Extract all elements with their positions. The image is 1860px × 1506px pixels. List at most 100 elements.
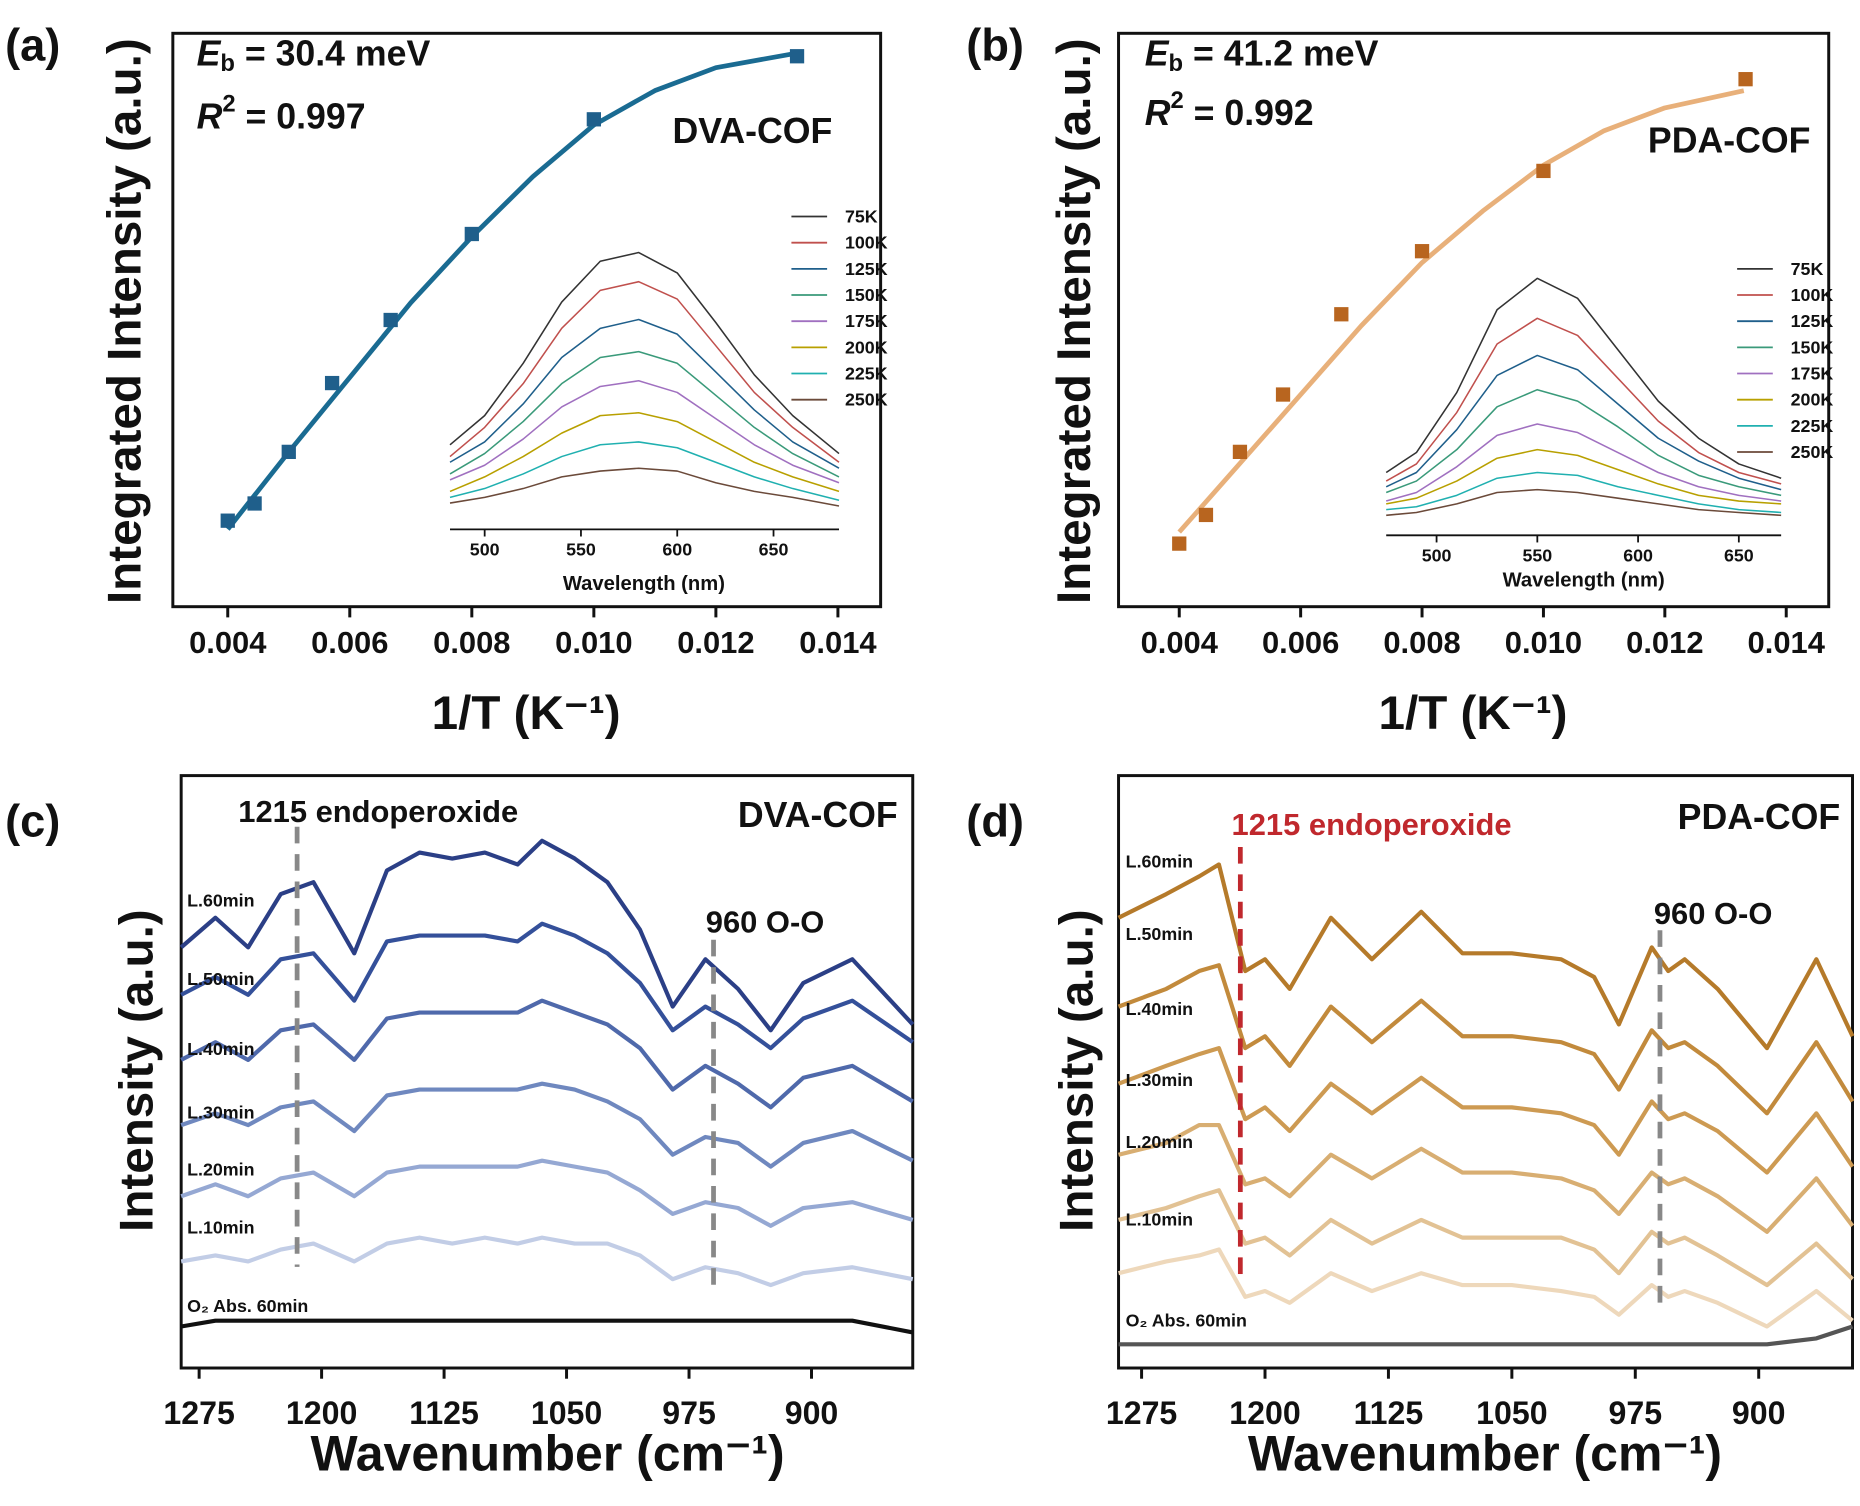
legend-label: 75K [1791,259,1824,279]
plot-frame [179,774,915,1370]
x-tick-label: 500 [470,540,500,560]
series-line [449,380,840,484]
x-tick-label: 0.006 [1262,625,1339,660]
x-tick-label: 0.004 [189,625,267,660]
annotation-symbol: R [197,97,223,137]
series-line [1386,448,1782,505]
fit-annotation: R2 = 0.997 [197,90,366,137]
x-tick-label: 0.010 [1505,625,1582,660]
legend-label: 125K [845,259,888,279]
x-tick-label: 600 [662,540,692,560]
x-tick-label: 600 [1623,546,1653,566]
series-label: L.20min [1126,1132,1193,1152]
series-line [1117,1046,1855,1175]
x-axis-title: Wavenumber (cm⁻¹) [310,1426,784,1482]
data-point [1232,444,1248,460]
series-label: L.10min [1126,1209,1193,1229]
legend-label: 100K [845,233,888,253]
plot-frame [1117,774,1855,1370]
y-axis-title: Intensity (a.u.) [111,909,164,1232]
x-tick-label: 0.014 [1748,625,1826,660]
data-point [1198,507,1214,523]
x-tick-label: 0.004 [1141,625,1219,660]
panel-label: (d) [966,795,1024,846]
x-tick-label: 975 [662,1395,716,1431]
fit-annotation: Eb = 30.4 meV [197,34,431,77]
fit-annotation: Eb = 41.2 meV [1145,34,1379,77]
series-line [1118,1188,1854,1288]
series-line [1385,317,1782,485]
legend-label: 100K [1791,285,1834,305]
x-tick-label: 0.012 [677,625,754,660]
x-tick-label: 550 [566,540,596,560]
legend-label: 175K [1791,364,1834,384]
series-line [449,350,840,478]
x-tick-label: 650 [1724,546,1754,566]
annotation-symbol: E [197,34,222,74]
legend-label: 150K [845,285,888,305]
series-label: L.50min [187,969,254,989]
series-label: L.40min [187,1039,254,1059]
annotation-text: = 0.997 [236,97,366,137]
series-label: O₂ Abs. 60min [187,1296,308,1316]
panel-label: (b) [966,20,1024,71]
annotation-symbol: R [1145,93,1171,133]
sample-label: PDA-COF [1678,797,1841,837]
x-tick-label: 1125 [409,1395,479,1431]
series-label: O₂ Abs. 60min [1126,1310,1247,1330]
sample-label: PDA-COF [1648,120,1811,160]
x-axis-title: Wavelength (nm) [563,573,725,595]
y-axis-title: Intensity (a.u.) [1050,909,1103,1232]
legend-label: 200K [1791,390,1834,410]
legend-label: 225K [845,364,888,384]
sample-label: DVA-COF [672,111,832,151]
plot-frame [1117,31,1831,609]
x-axis-title: 1/T (K⁻¹) [1379,687,1568,740]
legend-label: 250K [845,390,888,410]
x-tick-label: 1200 [286,1395,357,1431]
series-label: L.50min [1126,924,1193,944]
series-line [449,467,840,507]
series-line [449,412,840,493]
data-point [383,312,398,328]
legend-label: 150K [1791,337,1834,357]
data-point [1334,307,1349,322]
x-tick-label: 1050 [1476,1395,1547,1431]
legend-label: 250K [1791,442,1834,462]
legend-label: 225K [1791,416,1834,436]
x-tick-label: 0.006 [311,625,388,660]
x-tick-label: 0.012 [1626,625,1703,660]
data-point [1738,72,1753,87]
series-label: L.60min [187,891,254,911]
annotation-subscript: b [1169,50,1184,77]
plot-frame [171,31,883,609]
series-label: L.30min [1126,1070,1193,1090]
series-line [1117,963,1855,1116]
series-line [449,251,840,455]
sample-label: DVA-COF [738,795,898,835]
reference-label: 960 O-O [706,904,825,939]
fit-curve [225,51,796,531]
x-axis-title: Wavelength (nm) [1503,570,1665,592]
data-point [281,444,296,460]
annotation-text: = 41.2 meV [1183,34,1379,74]
annotation-subscript: b [220,50,235,77]
series-line [449,280,840,463]
x-tick-label: 1275 [1106,1395,1177,1431]
y-axis-title: Integrated Intensity (a.u.) [99,38,152,604]
fit-curve [1177,88,1745,534]
x-axis-title: Wavenumber (cm⁻¹) [1248,1426,1722,1482]
legend-label: 75K [845,207,878,227]
series-line [1118,1247,1854,1329]
fit-annotation: R2 = 0.992 [1145,86,1314,133]
x-tick-label: 900 [785,1395,839,1431]
y-axis-title: Integrated Intensity (a.u.) [1048,38,1101,604]
series-line [1386,488,1782,517]
series-label: L.40min [1126,999,1193,1019]
x-tick-label: 0.014 [799,625,877,660]
series-label: L.10min [187,1218,254,1238]
data-point [1414,244,1430,259]
x-tick-label: 1200 [1229,1395,1300,1431]
x-tick-label: 550 [1522,546,1552,566]
annotation-symbol: E [1145,34,1170,74]
